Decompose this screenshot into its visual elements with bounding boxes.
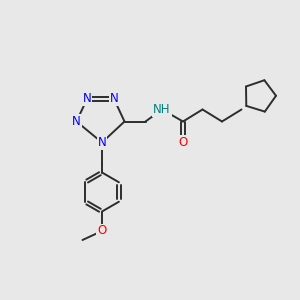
Text: N: N <box>110 92 118 106</box>
Text: N: N <box>98 136 106 149</box>
Text: NH: NH <box>153 103 171 116</box>
Text: O: O <box>98 224 106 238</box>
Text: O: O <box>178 136 188 149</box>
Text: N: N <box>82 92 91 106</box>
Text: N: N <box>72 115 81 128</box>
